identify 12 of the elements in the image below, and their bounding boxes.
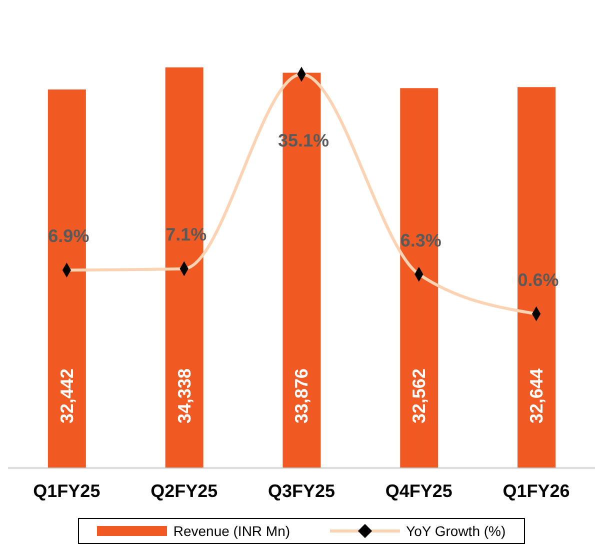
data-label: 32,442 bbox=[56, 368, 77, 424]
x-tick-label: Q1FY25 bbox=[33, 480, 100, 501]
data-label: 33,876 bbox=[292, 368, 312, 424]
data-label: 32,644 bbox=[526, 368, 547, 424]
x-tick-label: Q4FY25 bbox=[385, 480, 452, 501]
x-tick-label: Q1FY26 bbox=[502, 480, 570, 501]
data-label: 32,562 bbox=[409, 368, 430, 424]
x-tick-label: Q2FY25 bbox=[150, 480, 218, 501]
data-label: 34,338 bbox=[174, 368, 194, 424]
legend-label: YoY Growth (%) bbox=[406, 523, 506, 539]
x-tick-label: Q3FY25 bbox=[268, 480, 336, 501]
legend-label: Revenue (INR Mn) bbox=[173, 523, 290, 539]
